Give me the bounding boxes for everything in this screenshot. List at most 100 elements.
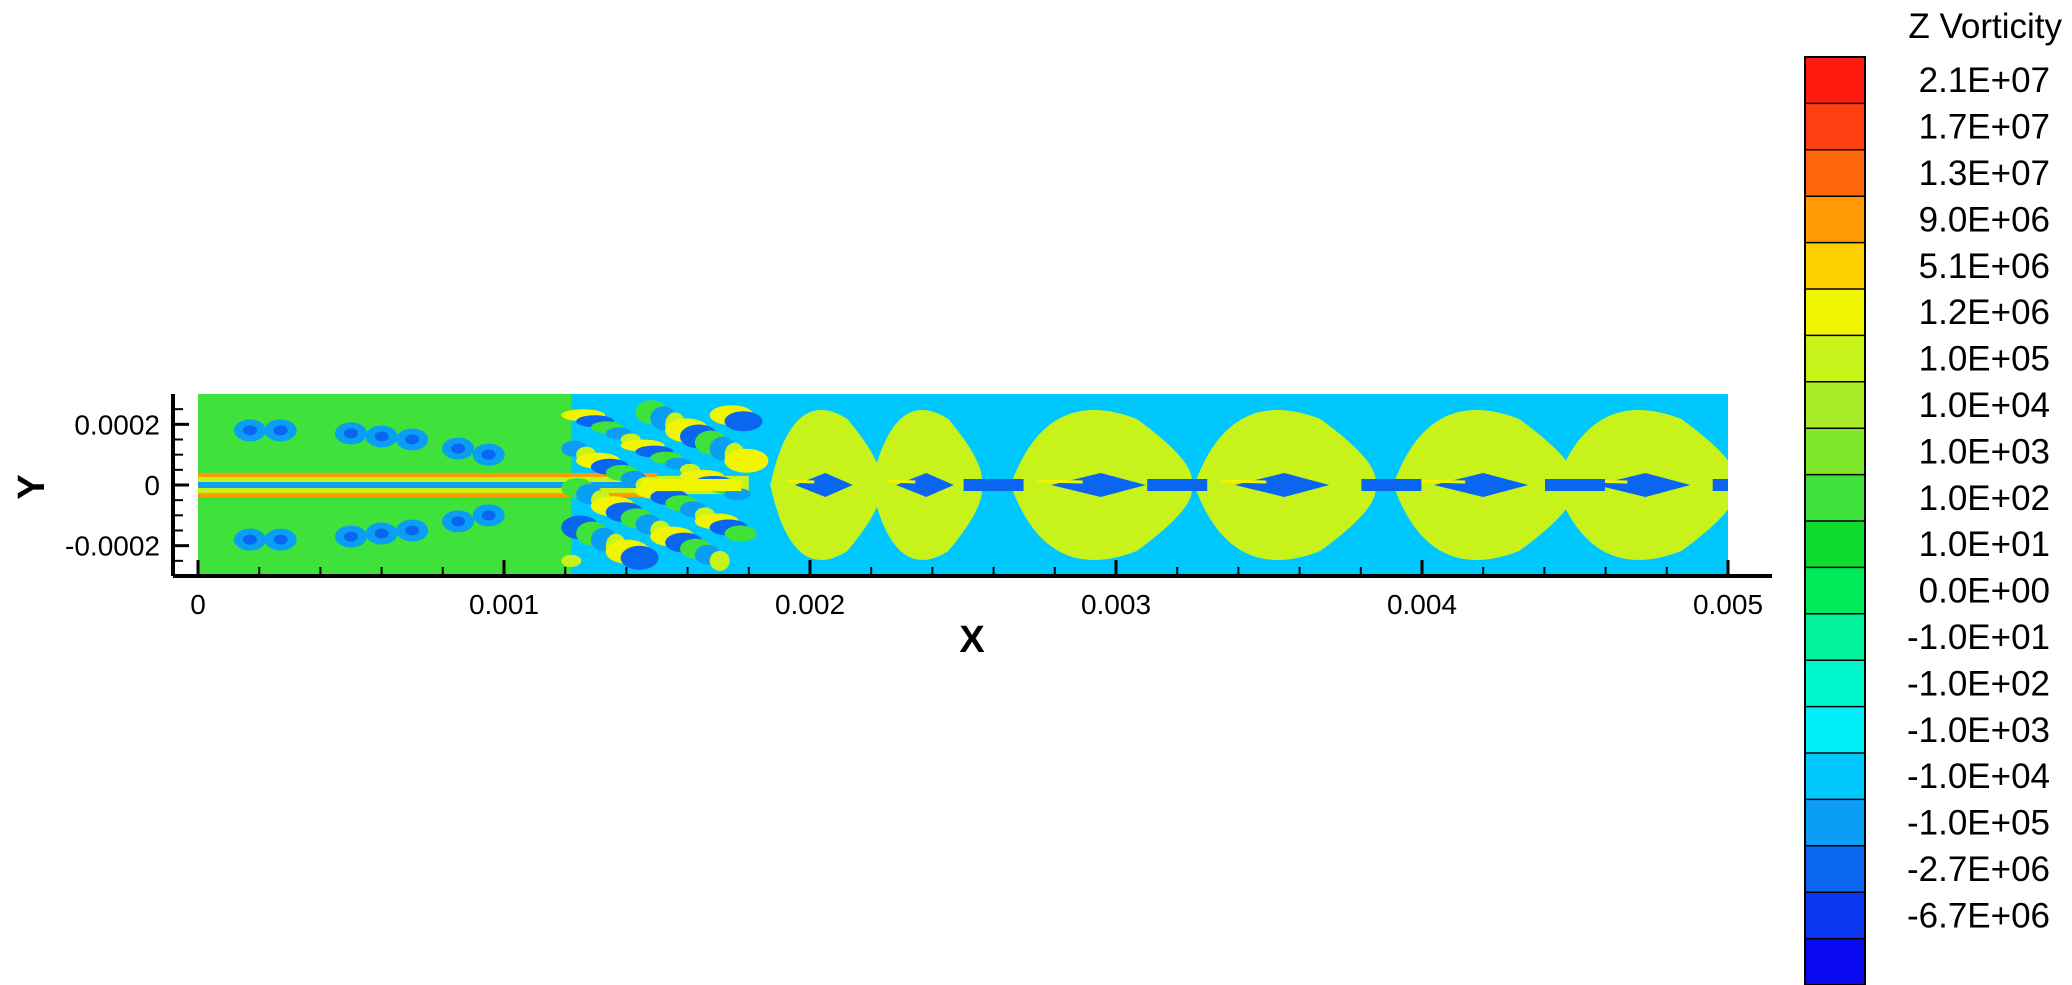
turbulent-patch — [724, 411, 763, 432]
colorbar-level-label: -1.0E+03 — [1907, 711, 2050, 750]
legend-title: Z Vorticity — [1908, 7, 2062, 46]
vortex-core — [344, 531, 358, 542]
colorbar-swatch — [1805, 567, 1865, 615]
y-tick-label: 0.0002 — [74, 409, 160, 440]
colorbar-level-label: 1.3E+07 — [1919, 154, 2050, 193]
vortex-core — [344, 428, 358, 439]
bulb-core — [1051, 473, 1146, 497]
filament — [1545, 479, 1605, 491]
bulb-streak — [1420, 479, 1466, 484]
turbulent-patch — [709, 550, 730, 571]
colorbar-swatch — [1805, 381, 1865, 429]
bulb-streak — [1037, 479, 1083, 484]
vortex-core — [481, 510, 496, 521]
colorbar-swatch — [1805, 660, 1865, 708]
colorbar-swatch — [1805, 242, 1865, 290]
vortex-core — [243, 425, 258, 436]
colorbar-level-label: 1.2E+06 — [1919, 293, 2050, 332]
turbulent-patch — [724, 488, 751, 501]
jet-segment — [678, 478, 693, 492]
x-tick-label: 0 — [190, 589, 206, 620]
colorbar-level-label: 1.0E+01 — [1919, 525, 2050, 564]
colorbar-swatch — [1805, 474, 1865, 522]
jet-segment — [666, 478, 681, 492]
turbulent-patch — [724, 525, 757, 542]
vortex-core — [243, 534, 258, 545]
jet-segment — [653, 478, 668, 492]
colorbar-level-label: -1.0E+02 — [1907, 664, 2050, 703]
x-tick-label: 0.004 — [1387, 589, 1457, 620]
colorbar-level-label: 1.0E+03 — [1919, 432, 2050, 471]
tick-labels: 0 0.001 0.002 0.003 0.004 0.005 0.0002 0 -0.0002 — [65, 409, 1763, 620]
vortex-core — [481, 449, 496, 460]
colorbar-level-label: -6.7E+06 — [1907, 896, 2050, 935]
turbulent-patch — [620, 545, 659, 570]
axes — [171, 394, 1772, 578]
x-tick-label: 0.002 — [775, 589, 845, 620]
colorbar-swatch — [1805, 799, 1865, 847]
jet-segment — [690, 478, 705, 492]
colorbar-swatch — [1805, 892, 1865, 940]
vortex-core — [273, 534, 288, 545]
vortex-core — [451, 443, 466, 454]
jet-segment — [641, 478, 656, 492]
turbulent-patch — [724, 448, 769, 473]
colorbar-level-label: -1.0E+05 — [1907, 804, 2050, 843]
colorbar-level-label: -2.7E+06 — [1907, 850, 2050, 889]
vortex-core — [273, 425, 288, 436]
jet-centerline — [198, 482, 719, 488]
bulb-core — [795, 473, 853, 497]
vortex-core — [405, 434, 420, 445]
y-tick-label: 0 — [144, 470, 160, 501]
vorticity-field — [198, 394, 1728, 576]
filament — [1361, 479, 1422, 491]
colorbar-level-label: 0.0E+00 — [1919, 572, 2050, 611]
x-axis-title: X — [959, 619, 985, 661]
filament — [1712, 479, 1728, 491]
colorbar-legend: 2.1E+07 1.7E+07 1.3E+07 9.0E+06 5.1E+06 1.2E+… — [1804, 56, 2050, 985]
colorbar-level-label: -1.0E+01 — [1907, 618, 2050, 657]
colorbar-swatch — [1805, 938, 1865, 985]
colorbar-swatch — [1805, 196, 1865, 244]
colorbar-swatch — [1805, 613, 1865, 661]
vortex-core — [374, 431, 389, 442]
colorbar-swatch — [1805, 57, 1865, 104]
x-tick-label: 0.005 — [1693, 589, 1763, 620]
x-tick-label: 0.003 — [1081, 589, 1151, 620]
bulb-streak — [786, 479, 815, 484]
bulb-streak — [1221, 479, 1267, 484]
bulb-core — [896, 473, 954, 497]
bulb-core — [1433, 473, 1529, 497]
filament — [963, 479, 1024, 491]
colorbar-level-label: 5.1E+06 — [1919, 247, 2050, 286]
colorbar-swatch — [1805, 149, 1865, 197]
bulb-core — [1234, 473, 1330, 497]
y-axis-title: Y — [11, 474, 53, 499]
colorbar-level-label: 1.7E+07 — [1919, 108, 2050, 147]
colorbar-swatch — [1805, 428, 1865, 476]
colorbar-level-label: 1.0E+04 — [1919, 386, 2050, 425]
colorbar-swatch — [1805, 103, 1865, 151]
colorbar-swatch — [1805, 289, 1865, 336]
y-tick-label: -0.0002 — [65, 531, 160, 562]
filament — [1147, 479, 1208, 491]
vortex-core — [405, 525, 420, 536]
colorbar-level-label: 1.0E+05 — [1919, 340, 2050, 379]
colorbar-level-label: 9.0E+06 — [1919, 200, 2050, 239]
turbulent-patch — [561, 554, 582, 567]
shear-layer — [198, 493, 657, 498]
bulb-core — [1595, 473, 1691, 497]
x-tick-label: 0.001 — [469, 589, 539, 620]
jet-segment — [715, 478, 730, 492]
colorbar-level-label: 2.1E+07 — [1919, 61, 2050, 100]
jet-segment — [702, 478, 717, 492]
jet-segment — [727, 478, 742, 492]
colorbar-swatch — [1805, 335, 1865, 383]
colorbar-level-label: 1.0E+02 — [1919, 479, 2050, 518]
vortex-core — [451, 516, 466, 527]
colorbar-swatch — [1805, 521, 1865, 568]
colorbar-swatch — [1805, 706, 1865, 754]
colorbar-level-label: -1.0E+04 — [1907, 757, 2050, 796]
colorbar-swatch — [1805, 845, 1865, 893]
